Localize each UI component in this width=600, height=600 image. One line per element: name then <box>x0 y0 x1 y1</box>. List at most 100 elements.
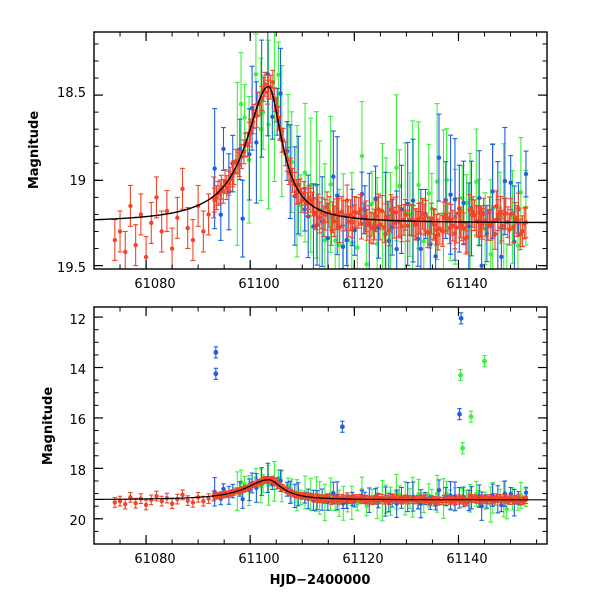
data-point-red <box>117 210 123 253</box>
bottom-ytick-label-12: 12 <box>69 313 86 328</box>
data-point-red <box>174 196 180 239</box>
data-point-red <box>503 197 509 230</box>
data-point-red <box>344 184 350 217</box>
data-point-red <box>259 85 265 111</box>
data-point-blue <box>436 113 442 202</box>
data-point-red <box>153 176 159 219</box>
data-point-red <box>464 221 470 253</box>
data-point-red <box>393 196 399 229</box>
data-point-blue <box>410 138 416 263</box>
data-point-green <box>482 355 487 368</box>
data-point-red <box>154 490 159 502</box>
data-point-red <box>185 207 191 250</box>
top-ylabel: Magnitude <box>27 111 42 190</box>
data-point-red <box>143 236 149 269</box>
data-point-red <box>159 495 164 507</box>
data-point-red <box>377 208 383 241</box>
data-point-red <box>190 219 196 262</box>
top-ytick-label-18-5: 18.5 <box>57 86 86 101</box>
bottom-ytick-label-18: 18 <box>69 464 86 479</box>
data-point-blue <box>213 367 219 380</box>
bottom-ytick-label-14: 14 <box>69 363 86 378</box>
data-point-red <box>517 218 523 251</box>
data-point-blue <box>240 179 246 258</box>
data-point-green <box>238 52 244 157</box>
top-xtick-label-61140: 61140 <box>446 277 487 292</box>
data-point-red <box>122 230 128 269</box>
data-point-red <box>169 498 175 510</box>
bottom-plot-frame <box>93 306 548 545</box>
top-xtick-label-61120: 61120 <box>342 277 383 292</box>
data-point-red <box>322 198 328 231</box>
data-point-red <box>368 211 374 244</box>
bottom-axis-ticks <box>93 307 547 545</box>
data-point-red <box>169 227 175 269</box>
bottom-xtick-label-61080: 61080 <box>134 552 175 567</box>
top-xtick-label-61100: 61100 <box>238 277 279 292</box>
data-point-blue <box>212 477 217 507</box>
data-point-red <box>417 202 423 234</box>
data-point-blue <box>339 420 345 433</box>
bottom-xtick-label-61120: 61120 <box>342 552 383 567</box>
data-point-red <box>508 198 514 230</box>
data-point-red <box>439 215 445 247</box>
data-point-blue <box>456 164 462 253</box>
data-point-red <box>164 190 170 233</box>
data-point-red <box>117 495 123 507</box>
data-point-green <box>458 368 463 382</box>
data-point-red <box>112 219 118 262</box>
data-point-red <box>148 201 154 244</box>
data-point-blue <box>220 127 226 171</box>
panel-top: 18.5 19 19.5 61080 61100 61120 61140 Mag… <box>27 31 548 292</box>
bottom-data-points <box>112 312 529 523</box>
top-ytick-label-19-5: 19.5 <box>57 261 86 276</box>
data-point-green <box>460 442 466 455</box>
data-point-blue <box>457 408 462 421</box>
bottom-xlabel: HJD−2400000 <box>270 573 371 588</box>
top-ytick-label-19: 19 <box>69 174 86 189</box>
data-point-blue <box>523 150 529 198</box>
data-point-red <box>373 200 379 233</box>
data-point-red <box>149 494 154 506</box>
data-point-red <box>405 209 411 242</box>
data-point-red <box>499 209 505 242</box>
data-point-red <box>127 184 133 227</box>
data-point-green <box>266 39 272 210</box>
top-axis-ticks <box>93 32 547 269</box>
data-point-red <box>175 493 180 505</box>
data-point-red <box>262 71 268 97</box>
data-point-red <box>123 498 128 510</box>
data-point-red <box>138 193 144 236</box>
data-point-green <box>322 163 328 269</box>
data-point-blue <box>265 32 271 137</box>
data-point-red <box>133 497 138 509</box>
data-point-green <box>468 410 474 423</box>
data-point-red <box>201 495 206 507</box>
bottom-ytick-label-20: 20 <box>69 514 86 529</box>
data-point-red <box>399 210 405 243</box>
data-point-green <box>266 464 271 506</box>
data-point-red <box>492 218 498 250</box>
data-point-blue <box>249 65 255 151</box>
bottom-ytick-label-16: 16 <box>69 413 86 428</box>
data-point-red <box>159 210 165 253</box>
data-point-red <box>331 205 337 238</box>
data-point-red <box>206 493 211 505</box>
data-point-red <box>185 495 190 507</box>
bottom-xtick-label-61140: 61140 <box>446 552 487 567</box>
top-model-curve <box>94 85 547 224</box>
data-point-red <box>180 167 186 210</box>
data-point-blue <box>213 346 219 359</box>
bottom-ylabel: Magnitude <box>41 387 56 466</box>
bottom-xtick-label-61100: 61100 <box>238 552 279 567</box>
data-point-red <box>453 211 459 244</box>
data-point-red <box>488 208 494 241</box>
data-point-red <box>452 217 458 250</box>
data-point-red <box>190 497 196 508</box>
top-plot-frame <box>93 31 548 270</box>
data-point-blue <box>334 136 340 256</box>
data-point-red <box>299 187 305 213</box>
data-point-blue <box>310 183 316 269</box>
panel-bottom: 12 14 16 18 20 61080 61100 61120 61140 M… <box>41 306 548 588</box>
